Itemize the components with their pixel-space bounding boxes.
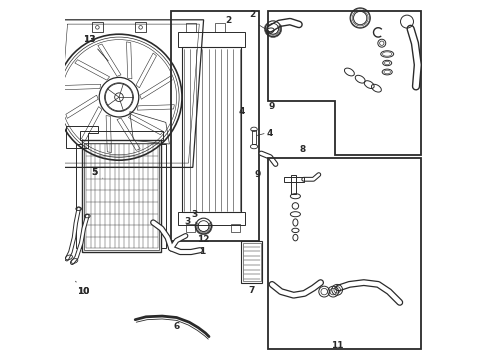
Text: 6: 6 (173, 323, 180, 331)
Text: 8: 8 (299, 145, 306, 154)
Text: 4: 4 (267, 129, 273, 138)
Text: 10: 10 (77, 287, 89, 296)
Text: 13: 13 (83, 35, 108, 61)
Text: 7: 7 (248, 286, 255, 295)
Bar (186, 224, 195, 232)
Bar (252, 130, 256, 144)
Text: 12: 12 (197, 235, 210, 244)
Bar (231, 224, 240, 232)
Bar (291, 175, 296, 194)
Text: 4: 4 (238, 107, 245, 116)
Bar (242, 241, 262, 283)
Text: 2: 2 (249, 10, 255, 19)
Text: 9: 9 (254, 171, 261, 180)
Text: 1: 1 (198, 248, 205, 256)
Text: 5: 5 (92, 168, 98, 177)
Text: 13: 13 (83, 35, 96, 44)
Bar (243, 243, 261, 281)
Text: 11: 11 (331, 341, 343, 350)
Bar (186, 23, 196, 32)
Bar (80, 131, 163, 140)
Text: 5: 5 (92, 168, 103, 178)
Text: 9: 9 (269, 102, 275, 111)
Bar (76, 144, 82, 248)
Text: 3: 3 (184, 217, 191, 226)
Bar (135, 22, 146, 32)
Bar (284, 177, 304, 182)
Bar (178, 212, 245, 225)
Bar (84, 143, 159, 250)
Text: 3: 3 (192, 210, 198, 219)
Text: 2: 2 (226, 16, 232, 25)
Bar (162, 144, 166, 248)
Bar (171, 11, 259, 241)
Bar (92, 22, 103, 32)
Bar (182, 47, 242, 212)
Bar (269, 158, 421, 349)
Bar (178, 32, 245, 47)
Bar (82, 140, 162, 252)
Bar (215, 23, 225, 32)
Text: 10: 10 (75, 281, 89, 296)
